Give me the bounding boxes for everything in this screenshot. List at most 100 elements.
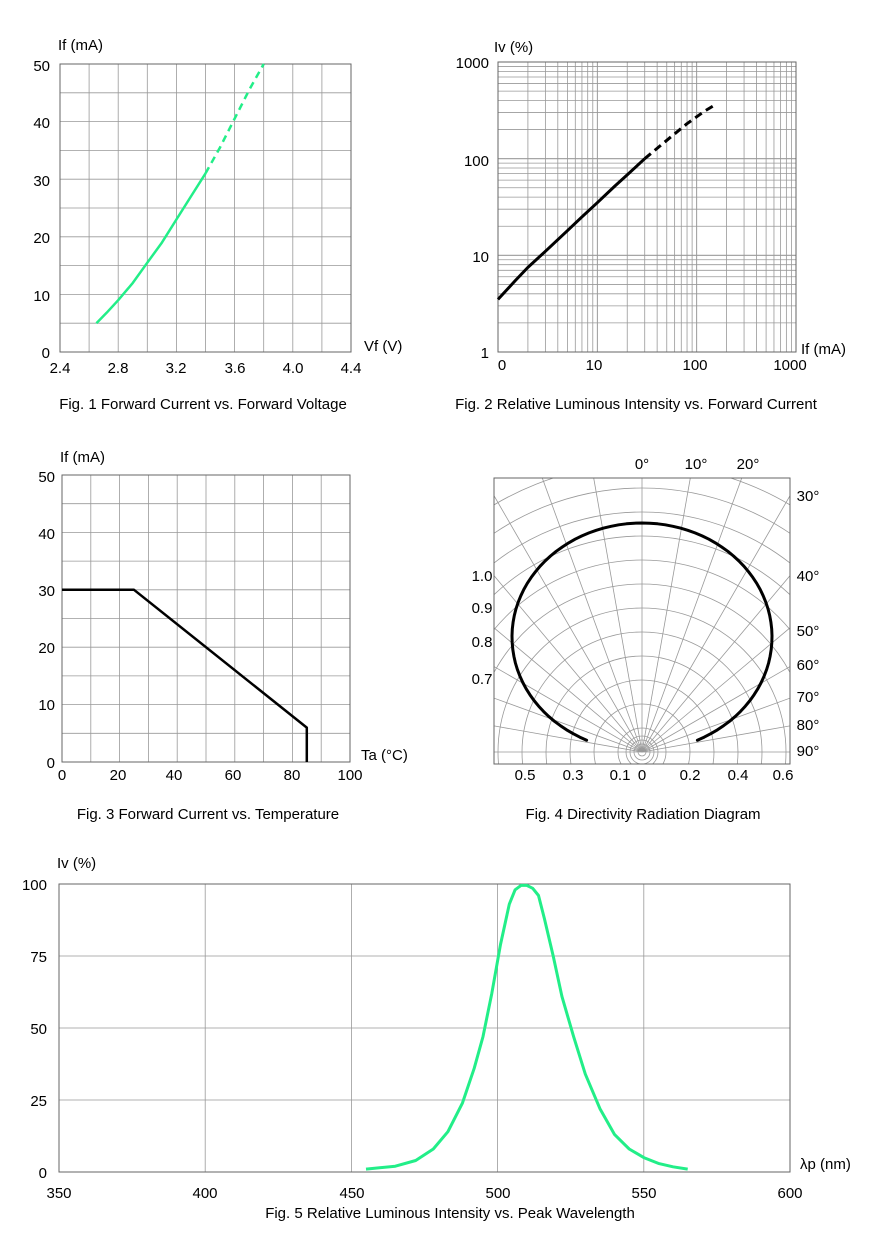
fig4-hub-ring bbox=[625, 735, 659, 764]
fig1-xtick: 4.0 bbox=[283, 360, 304, 377]
fig4-grid bbox=[493, 477, 791, 765]
fig3-xtick: 60 bbox=[225, 767, 242, 784]
fig4-angle-label: 30° bbox=[797, 488, 820, 505]
fig3-ytick: 0 bbox=[47, 755, 55, 772]
fig4-spoke bbox=[494, 627, 643, 753]
fig4-spoke bbox=[641, 666, 790, 753]
fig3-ytick: 10 bbox=[38, 697, 55, 714]
fig4-radial-label: 0.8 bbox=[472, 634, 493, 651]
fig4-bottom-label: 0.3 bbox=[563, 767, 584, 784]
fig4-frame bbox=[493, 477, 791, 765]
fig1-xtick: 4.4 bbox=[341, 360, 362, 377]
fig4-bottom-label: 0 bbox=[638, 767, 646, 784]
fig5-caption: Fig. 5 Relative Luminous Intensity vs. P… bbox=[265, 1205, 635, 1222]
fig1-frame bbox=[59, 63, 352, 353]
fig2-xtick: 0 bbox=[498, 357, 506, 374]
fig5-ytick: 100 bbox=[22, 877, 47, 894]
fig5-xtick: 550 bbox=[631, 1185, 656, 1202]
fig3-xlabel: Ta (°C) bbox=[361, 747, 408, 764]
fig3-series-line bbox=[62, 588, 309, 762]
fig4-chart: 0° 10° 20° 30° 40° 50° 60° 70° 80° 90° 1… bbox=[472, 456, 820, 823]
fig2-series-line bbox=[496, 157, 646, 301]
fig1-ytick: 40 bbox=[33, 115, 50, 132]
fig5-ytick: 25 bbox=[30, 1093, 47, 1110]
fig2-xtick: 10 bbox=[586, 357, 603, 374]
fig4-radial-label: 0.9 bbox=[472, 600, 493, 617]
fig1-xtick: 2.4 bbox=[50, 360, 71, 377]
fig5-series-line bbox=[365, 883, 688, 1171]
fig2-ytick: 1000 bbox=[456, 55, 489, 72]
fig4-spoke bbox=[641, 725, 790, 753]
fig4-hub-ring bbox=[637, 747, 647, 757]
fig5-chart: 100 75 50 25 0 350 400 450 500 550 600 I… bbox=[22, 855, 851, 1222]
fig2-ytick: 10 bbox=[472, 249, 489, 266]
fig3-xtick: 100 bbox=[337, 767, 362, 784]
fig3-xtick: 40 bbox=[166, 767, 183, 784]
fig1-series bbox=[95, 63, 265, 325]
fig3-frame bbox=[61, 474, 351, 763]
fig4-pattern-line bbox=[510, 521, 774, 742]
fig5-xtick: 600 bbox=[777, 1185, 802, 1202]
fig2-series-line bbox=[643, 102, 718, 160]
fig1-ytick: 0 bbox=[42, 345, 50, 362]
fig4-bottom-label: 0.6 bbox=[773, 767, 794, 784]
fig1-chart: 50 40 30 20 10 0 2.4 2.8 3.2 3.6 4.0 4.4… bbox=[33, 37, 402, 413]
fig4-angle-label: 50° bbox=[797, 623, 820, 640]
fig5-xtick: 450 bbox=[339, 1185, 364, 1202]
fig5-xtick: 400 bbox=[192, 1185, 217, 1202]
fig1-ylabel: If (mA) bbox=[58, 37, 103, 54]
fig3-ylabel: If (mA) bbox=[60, 449, 105, 466]
fig4-spoke bbox=[593, 478, 643, 753]
fig4-angle-label: 70° bbox=[797, 689, 820, 706]
fig4-angle-label: 20° bbox=[737, 456, 760, 473]
fig4-radial-label: 1.0 bbox=[472, 568, 493, 585]
fig4-spoke bbox=[494, 666, 643, 753]
fig5-xtick: 350 bbox=[46, 1185, 71, 1202]
fig5-ytick: 75 bbox=[30, 949, 47, 966]
fig1-ytick: 50 bbox=[33, 58, 50, 75]
fig4-spoke bbox=[494, 725, 643, 753]
fig5-xlabel: λp (nm) bbox=[800, 1156, 851, 1173]
fig3-xtick: 20 bbox=[110, 767, 127, 784]
fig3-ytick: 40 bbox=[38, 526, 55, 543]
fig4-spoke bbox=[494, 494, 643, 753]
fig4-caption: Fig. 4 Directivity Radiation Diagram bbox=[525, 806, 760, 823]
fig4-spoke bbox=[494, 697, 643, 753]
fig2-xlabel: If (mA) bbox=[801, 341, 846, 358]
fig3-series bbox=[62, 588, 309, 762]
fig4-spoke bbox=[641, 627, 790, 753]
fig3-ytick: 50 bbox=[38, 469, 55, 486]
fig3-ytick: 30 bbox=[38, 583, 55, 600]
fig1-caption: Fig. 1 Forward Current vs. Forward Volta… bbox=[59, 396, 347, 413]
fig3-xtick: 80 bbox=[284, 767, 301, 784]
fig5-ytick: 50 bbox=[30, 1021, 47, 1038]
fig5-frame bbox=[58, 883, 791, 1173]
fig4-angle-label: 0° bbox=[635, 456, 649, 473]
fig1-xtick: 3.2 bbox=[166, 360, 187, 377]
fig4-spoke bbox=[541, 478, 643, 753]
fig4-angle-label: 60° bbox=[797, 657, 820, 674]
fig4-spoke bbox=[641, 494, 790, 753]
fig2-chart: 1000 100 10 1 0 10 100 1000 Iv (%) If (m… bbox=[455, 39, 846, 413]
fig4-bottom-label: 0.5 bbox=[515, 767, 536, 784]
fig4-angle-label: 10° bbox=[685, 456, 708, 473]
fig1-series-line bbox=[95, 172, 207, 325]
fig2-series bbox=[496, 102, 718, 301]
fig3-grid bbox=[61, 474, 351, 763]
fig1-xtick: 2.8 bbox=[108, 360, 129, 377]
fig4-angle-label: 80° bbox=[797, 717, 820, 734]
fig4-spoke bbox=[641, 478, 743, 753]
fig4-grid-clipped bbox=[494, 478, 790, 764]
fig2-ylabel: Iv (%) bbox=[494, 39, 533, 56]
fig4-bottom-label: 0.1 bbox=[610, 767, 631, 784]
fig4-bottom-label: 0.2 bbox=[680, 767, 701, 784]
fig2-xtick: 1000 bbox=[773, 357, 806, 374]
fig5-ylabel: Iv (%) bbox=[57, 855, 96, 872]
fig1-series-line bbox=[204, 63, 265, 175]
fig5-ytick: 0 bbox=[39, 1165, 47, 1182]
fig4-radial-label: 0.7 bbox=[472, 671, 493, 688]
fig4-angle-label: 90° bbox=[797, 743, 820, 760]
fig5-series bbox=[365, 883, 688, 1171]
fig2-frame bbox=[497, 61, 797, 353]
